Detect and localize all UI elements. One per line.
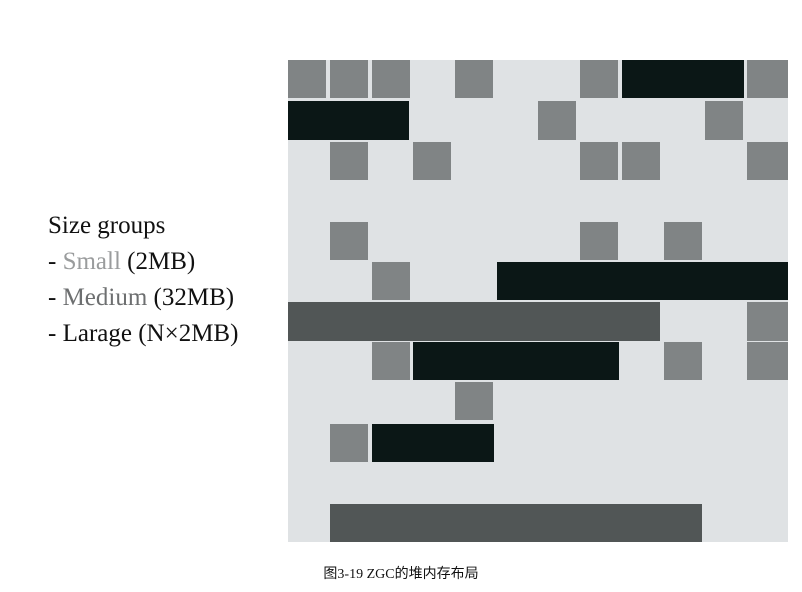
small-region-block: [330, 142, 368, 180]
legend-medium-size: (32MB): [147, 284, 235, 311]
small-region-block: [455, 60, 493, 98]
large-region-block: [413, 342, 619, 380]
figure-caption: 图3-19 ZGC的堆内存布局: [323, 567, 479, 582]
small-region-block: [330, 424, 368, 462]
medium-region-block: [330, 504, 702, 542]
small-region-block: [747, 142, 788, 180]
small-region-block: [747, 60, 788, 98]
large-region-block: [372, 424, 494, 462]
legend-small-size: (2MB): [120, 248, 196, 275]
legend: Size groups - Small (2MB) - Medium (32MB…: [48, 208, 238, 352]
large-region-block: [622, 60, 744, 98]
heap-region-grid: [288, 60, 788, 542]
small-region-block: [580, 60, 618, 98]
legend-medium-name: Medium: [62, 284, 148, 311]
small-region-block: [622, 142, 660, 180]
small-region-block: [664, 342, 702, 380]
legend-title: Size groups: [48, 212, 166, 239]
small-region-block: [455, 382, 493, 420]
legend-small-name: Small: [62, 248, 121, 275]
small-region-block: [372, 60, 410, 98]
small-region-block: [330, 60, 368, 98]
medium-region-block: [288, 302, 660, 341]
small-region-block: [330, 222, 368, 260]
small-region-block: [747, 342, 788, 380]
large-region-block: [497, 262, 788, 300]
legend-item-small: - Small (2MB): [48, 244, 238, 280]
small-region-block: [580, 222, 618, 260]
legend-dash: -: [48, 320, 63, 347]
small-region-block: [372, 342, 410, 380]
small-region-block: [705, 101, 743, 140]
small-region-block: [413, 142, 451, 180]
legend-dash: -: [48, 248, 63, 275]
legend-item-medium: - Medium (32MB): [48, 280, 238, 316]
small-region-block: [538, 101, 576, 140]
small-region-block: [288, 60, 326, 98]
small-region-block: [580, 142, 618, 180]
legend-large-size: (N×2MB): [131, 320, 239, 347]
legend-item-large: - Larage (N×2MB): [48, 316, 238, 352]
legend-dash: -: [48, 284, 63, 311]
legend-large-name: Larage: [62, 320, 132, 347]
small-region-block: [372, 262, 410, 300]
large-region-block: [288, 101, 409, 140]
small-region-block: [747, 302, 788, 341]
small-region-block: [664, 222, 702, 260]
